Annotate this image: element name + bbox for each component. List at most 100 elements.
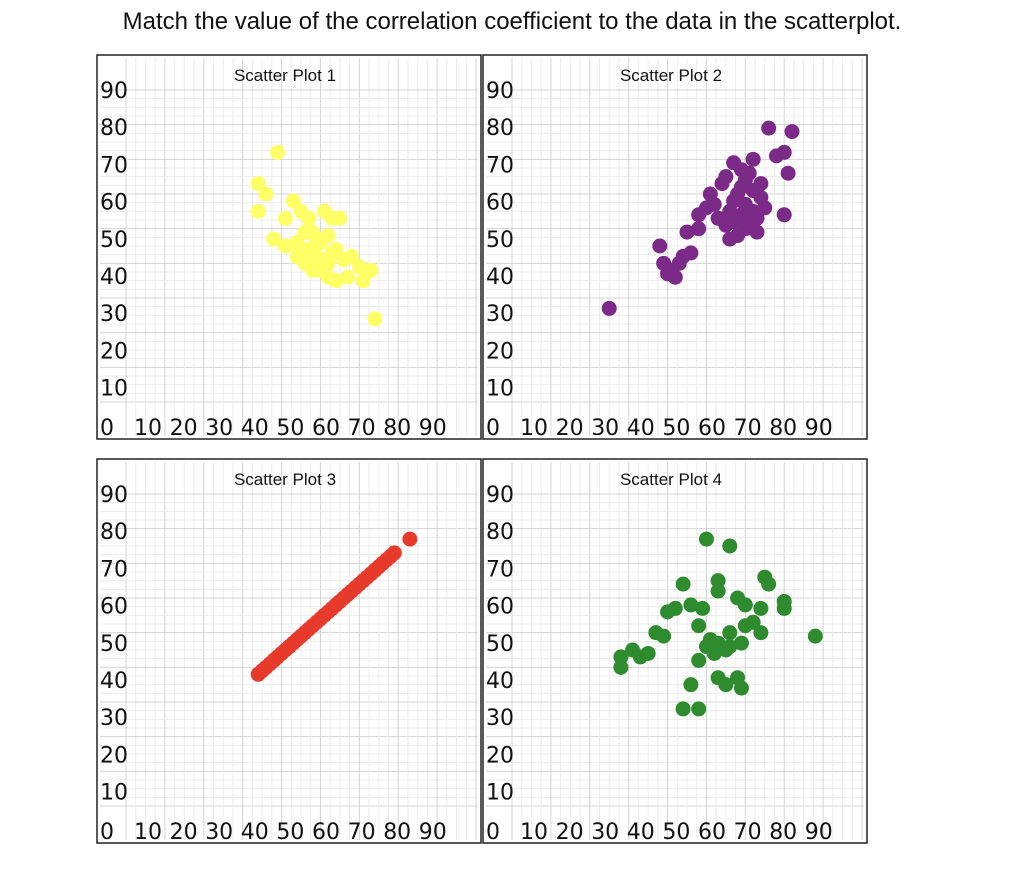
grid-lines [100,462,478,840]
y-tick-label: 60 [100,595,128,620]
x-tick-label: 50 [276,820,304,844]
x-tick-label: 40 [241,416,269,440]
data-point [691,221,707,237]
y-tick-label: 50 [486,228,514,253]
x-tick-label: 20 [170,820,198,844]
x-tick-label: 10 [520,820,548,844]
y-tick-label: 70 [100,557,128,582]
data-point [613,659,629,675]
y-tick-label: 40 [486,669,514,694]
data-points [250,144,383,327]
y-tick-label: 30 [486,706,514,731]
x-tick-label: 80 [383,416,411,440]
data-point [706,645,722,661]
scatter-plot-svg: Scatter Plot 1 90 80 70 60 50 40 30 20 10 0 10 20 30 4… [96,54,482,440]
x-tick-label: 60 [698,416,726,440]
data-point [351,259,367,275]
data-point [807,628,823,644]
data-point [355,273,371,289]
data-point [660,604,676,620]
data-point [250,176,266,192]
x-tick-label: 0 [486,416,500,440]
x-tick-label: 90 [419,416,447,440]
data-point [679,224,695,240]
x-tick-label: 0 [486,820,500,844]
data-point [270,144,286,160]
y-tick-label: 90 [100,483,128,508]
x-tick-label: 70 [734,416,762,440]
data-point [601,300,617,316]
data-point [250,203,266,219]
data-points [613,531,823,717]
x-tick-label: 20 [556,416,584,440]
data-point [784,124,800,140]
data-point [745,614,761,630]
x-tick-label: 70 [348,820,376,844]
data-point [745,151,761,167]
x-tick-label: 60 [698,820,726,844]
y-tick-label: 60 [486,191,514,216]
y-tick-label: 70 [486,557,514,582]
y-tick-label: 10 [100,377,128,402]
data-point [344,248,360,264]
x-tick-label: 30 [591,416,619,440]
x-tick-label: 40 [627,820,655,844]
data-point [683,245,699,261]
x-tick-label: 10 [134,416,162,440]
data-point [776,600,792,616]
data-point [340,269,356,285]
data-point [367,311,383,327]
x-tick-label: 50 [276,416,304,440]
x-tick-label: 10 [134,820,162,844]
data-point [691,652,707,668]
y-tick-label: 10 [486,781,514,806]
data-point [718,677,734,693]
x-tick-label: 10 [520,416,548,440]
x-tick-label: 30 [205,820,233,844]
data-point [285,193,301,209]
data-point [320,255,336,271]
plot-frame [482,54,868,440]
x-tick-label: 50 [662,416,690,440]
x-tick-labels: 0 10 20 30 40 50 60 70 80 90 [100,416,447,440]
y-tick-label: 80 [100,520,128,545]
x-tick-label: 90 [419,820,447,844]
plot-title: Scatter Plot 2 [620,66,722,85]
plot-title: Scatter Plot 3 [234,470,336,489]
y-tick-label: 40 [100,669,128,694]
x-tick-label: 60 [312,416,340,440]
data-point [277,238,293,254]
grid-lines [486,58,864,436]
x-tick-label: 50 [662,820,690,844]
data-point [266,231,282,247]
x-tick-label: 70 [734,820,762,844]
x-tick-label: 0 [100,416,114,440]
data-point [320,228,336,244]
x-tick-label: 0 [100,820,114,844]
data-point [695,600,711,616]
data-point [402,531,418,547]
data-point [683,677,699,693]
scatter-plot-4: Scatter Plot 4 90 80 70 60 50 40 30 20 10 0 10 20 30 4… [482,458,868,844]
data-point [613,649,629,665]
y-tick-label: 50 [486,632,514,657]
data-points [250,531,418,682]
data-point [706,196,722,212]
scatter-plot-3: Scatter Plot 3 90 80 70 60 50 40 30 20 10 0 10 20 30 4… [96,458,482,844]
y-tick-label: 20 [486,743,514,768]
y-tick-label: 70 [486,153,514,178]
data-points [601,120,800,316]
x-tick-label: 30 [205,416,233,440]
x-tick-label: 60 [312,820,340,844]
scatter-plot-svg: Scatter Plot 3 90 80 70 60 50 40 30 20 10 0 10 20 30 4… [96,458,482,844]
data-point [745,183,761,199]
y-tick-label: 70 [100,153,128,178]
x-tick-label: 30 [591,820,619,844]
x-tick-label: 90 [805,416,833,440]
data-point [277,210,293,226]
data-point [749,224,765,240]
y-tick-label: 40 [100,265,128,290]
data-point [737,196,753,212]
data-point [780,165,796,181]
y-tick-label: 80 [100,116,128,141]
